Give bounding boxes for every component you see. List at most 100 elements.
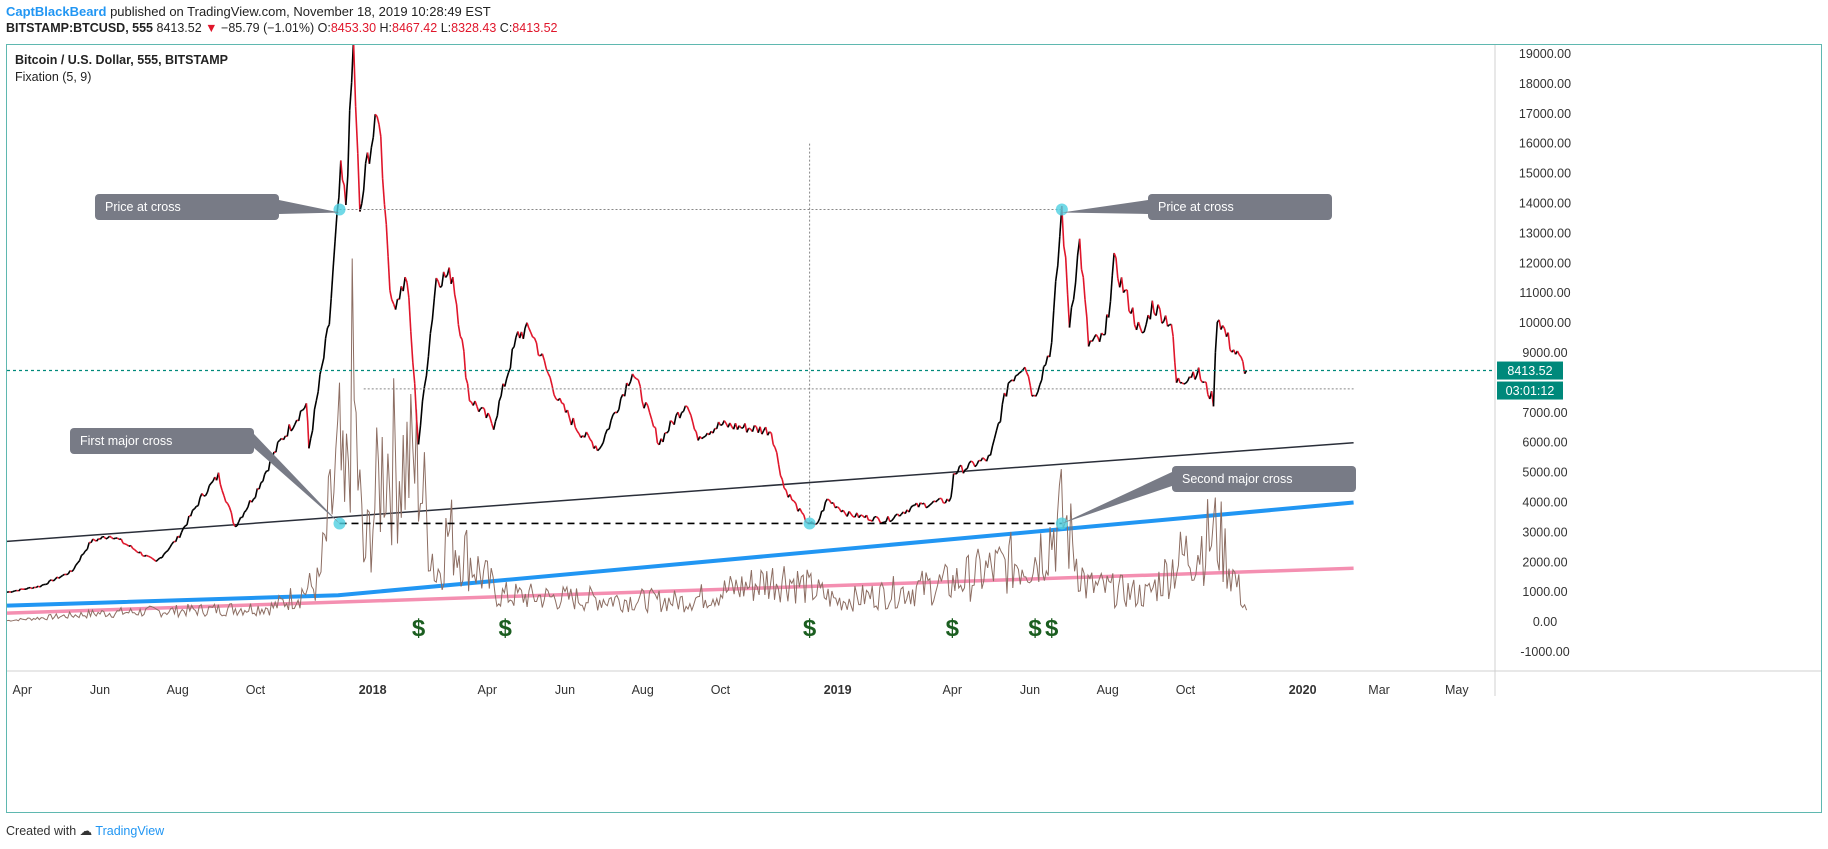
cross-marker	[1055, 203, 1068, 216]
price-segment	[635, 377, 639, 381]
price-segment	[50, 579, 54, 582]
price-segment	[551, 385, 555, 395]
price-segment	[922, 502, 925, 505]
price-segment	[139, 551, 144, 556]
callout-second-major-cross-pointer	[1061, 472, 1172, 524]
dollar-sign-marker: $	[1045, 615, 1059, 642]
price-segment	[232, 522, 236, 527]
price-segment	[647, 405, 651, 414]
price-segment	[35, 585, 39, 589]
price-segment	[208, 482, 212, 487]
price-segment	[192, 508, 195, 511]
price-segment	[889, 519, 893, 523]
price-segment	[999, 404, 1004, 422]
y-tick-label: 10000.00	[1519, 316, 1571, 330]
price-segment	[82, 550, 86, 555]
trend-line-blue	[7, 500, 1354, 608]
price-segment	[78, 555, 83, 561]
callout-price-at-cross-left-pointer	[279, 200, 340, 214]
price-segment	[1015, 374, 1018, 377]
chart-frame[interactable]: 19000.00 18000.00 17000.00 16000.00 15000.00…	[6, 44, 1822, 813]
price-segment	[1183, 382, 1187, 385]
price-segment	[618, 398, 622, 410]
price-segment	[122, 542, 126, 545]
price-segment	[989, 445, 994, 456]
price-segment	[41, 583, 45, 586]
price-segment	[723, 420, 727, 424]
y-tick-label: 18000.00	[1519, 77, 1571, 91]
price-segment	[1090, 339, 1093, 343]
price-segment	[662, 432, 666, 443]
price-segment	[976, 460, 980, 465]
price-segment	[116, 537, 120, 541]
price-segment	[219, 483, 223, 491]
x-tick-label: Jun	[1020, 683, 1040, 697]
callout-price-at-cross-right-text: Price at cross	[1158, 200, 1234, 214]
price-segment	[94, 539, 97, 542]
x-tick-label: Jun	[555, 683, 575, 697]
price-segment	[492, 421, 497, 430]
price-segment	[406, 282, 410, 298]
price-segment	[985, 455, 990, 462]
price-segment	[1095, 334, 1099, 338]
price-segment	[1174, 362, 1178, 383]
price-segment	[37, 585, 41, 588]
price-segment	[189, 509, 194, 517]
price-segment	[77, 560, 81, 564]
price-segment	[186, 515, 190, 525]
price-segment	[305, 403, 309, 422]
price-segment	[933, 500, 937, 503]
price-segment	[10, 590, 14, 593]
x-tick-label: Apr	[13, 683, 32, 697]
price-segment	[1040, 366, 1045, 381]
price-segment	[1115, 257, 1119, 279]
price-segment	[504, 378, 508, 387]
indicator-legend: Fixation (5, 9)	[15, 70, 92, 84]
price-segment	[323, 338, 327, 359]
symbol-name: BITSTAMP:BTCUSD, 555	[6, 21, 154, 35]
price-segment	[182, 525, 186, 529]
price-segment	[968, 460, 972, 464]
price-segment	[685, 405, 688, 408]
price-segment	[262, 474, 266, 482]
tradingview-link[interactable]: TradingView	[95, 824, 165, 838]
price-segment	[361, 189, 365, 204]
price-segment	[781, 479, 785, 489]
price-segment	[1070, 299, 1075, 308]
price-segment	[777, 464, 782, 476]
y-tick-label: 7000.00	[1522, 406, 1567, 420]
price-segment	[1164, 315, 1169, 327]
price-segment	[362, 163, 367, 191]
price-segment	[699, 435, 703, 440]
callout-price-at-cross-left-box	[95, 194, 279, 220]
price-segment	[533, 337, 538, 344]
price-segment	[390, 299, 395, 305]
price-segment	[253, 496, 256, 500]
price-segment	[822, 501, 827, 511]
price-segment	[598, 445, 602, 450]
price-segment	[509, 348, 514, 369]
price-segment	[60, 574, 64, 578]
price-segment	[474, 400, 478, 407]
price-segment	[978, 459, 982, 462]
price-segment	[1025, 372, 1030, 377]
price-segment	[31, 586, 35, 590]
price-segment	[910, 505, 914, 509]
price-segment	[948, 496, 952, 502]
price-segment	[1167, 324, 1171, 327]
price-segment	[1151, 300, 1155, 314]
price-segment	[49, 579, 52, 582]
callout-first-major-cross-pointer	[254, 434, 340, 524]
price-segment	[1082, 277, 1086, 300]
created-with-text: Created with	[6, 824, 77, 838]
price-segment	[898, 513, 902, 517]
price-segment	[1111, 252, 1115, 276]
publish-info: CaptBlackBeard published on TradingView.…	[6, 4, 491, 19]
price-segment	[1072, 282, 1077, 300]
price-segment	[549, 377, 553, 386]
x-tick-label: May	[1445, 683, 1469, 697]
author-link[interactable]: CaptBlackBeard	[6, 4, 107, 19]
price-change: −85.79 (−1.01%)	[221, 21, 315, 35]
price-chart[interactable]: 19000.00 18000.00 17000.00 16000.00 15000.00…	[7, 45, 1821, 812]
price-segment	[744, 423, 748, 433]
